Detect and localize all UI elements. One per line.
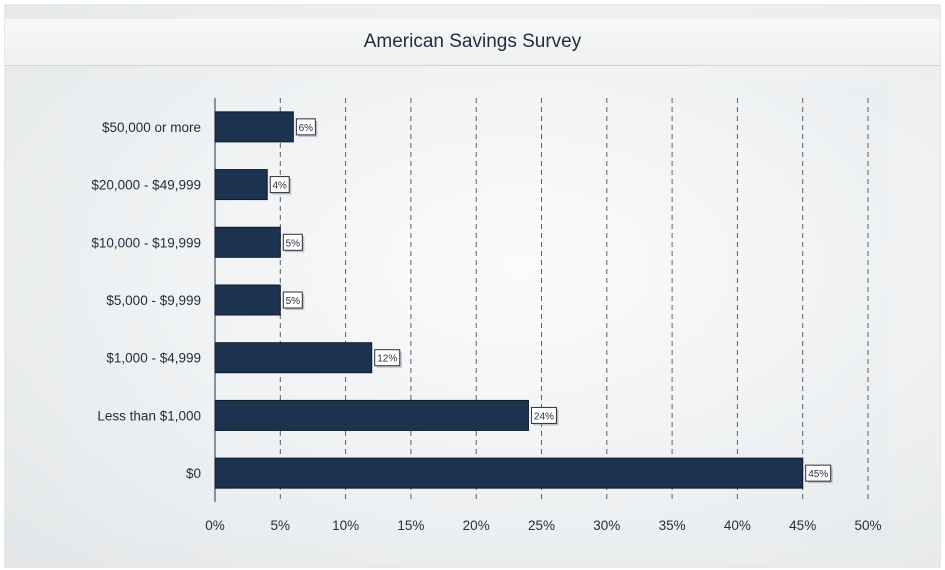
x-tick-label: 15% xyxy=(397,518,424,533)
x-tick-label: 35% xyxy=(659,518,686,533)
data-label: 4% xyxy=(273,181,288,192)
x-tick-label: 45% xyxy=(789,518,816,533)
data-label-box xyxy=(282,233,303,251)
x-tick-labels: 0% 5% 10% 15% 20% 25% 30% 35% 40% 45% 50% xyxy=(205,518,881,533)
data-labels: 6% 4% 5% 5% 12% 24% 45% xyxy=(269,118,833,484)
bars xyxy=(214,111,804,489)
category-label: $0 xyxy=(186,466,201,481)
bar xyxy=(214,399,529,431)
x-tick-label: 5% xyxy=(271,518,291,533)
data-label: 6% xyxy=(299,123,314,134)
x-tick-label: 0% xyxy=(205,518,225,533)
data-label: 5% xyxy=(286,296,301,307)
data-label: 12% xyxy=(377,354,397,365)
x-tick-label: 20% xyxy=(463,518,490,533)
x-tick-label: 25% xyxy=(528,518,555,533)
data-label: 24% xyxy=(534,411,554,422)
bar xyxy=(214,457,804,489)
category-labels: $50,000 or more $20,000 - $49,999 $10,000 … xyxy=(91,120,201,481)
category-label: $50,000 or more xyxy=(102,120,201,135)
data-label-box xyxy=(530,406,557,424)
x-tick-label: 50% xyxy=(854,518,881,533)
bar xyxy=(214,342,373,374)
chart-title: American Savings Survey xyxy=(363,31,582,52)
data-label: 5% xyxy=(286,238,301,249)
grid-lines xyxy=(214,98,869,502)
category-label: $1,000 - $4,999 xyxy=(106,351,201,366)
x-tick-label: 40% xyxy=(724,518,751,533)
data-label-box xyxy=(295,118,316,136)
title-bar: American Savings Survey xyxy=(5,19,940,66)
category-label: $20,000 - $49,999 xyxy=(91,178,201,193)
x-tick-label: 30% xyxy=(593,518,620,533)
category-label: $10,000 - $19,999 xyxy=(91,235,201,250)
category-label: Less than $1,000 xyxy=(97,408,201,423)
x-tick-label: 10% xyxy=(332,518,359,533)
data-label: 45% xyxy=(808,469,828,480)
bar xyxy=(214,284,281,316)
bar xyxy=(214,226,281,258)
data-label-box xyxy=(374,349,401,367)
data-label-box xyxy=(805,464,832,482)
data-label-box xyxy=(269,176,290,194)
data-label-box xyxy=(282,291,303,309)
bar xyxy=(214,169,268,201)
bar xyxy=(214,111,294,143)
category-label: $5,000 - $9,999 xyxy=(106,293,201,308)
